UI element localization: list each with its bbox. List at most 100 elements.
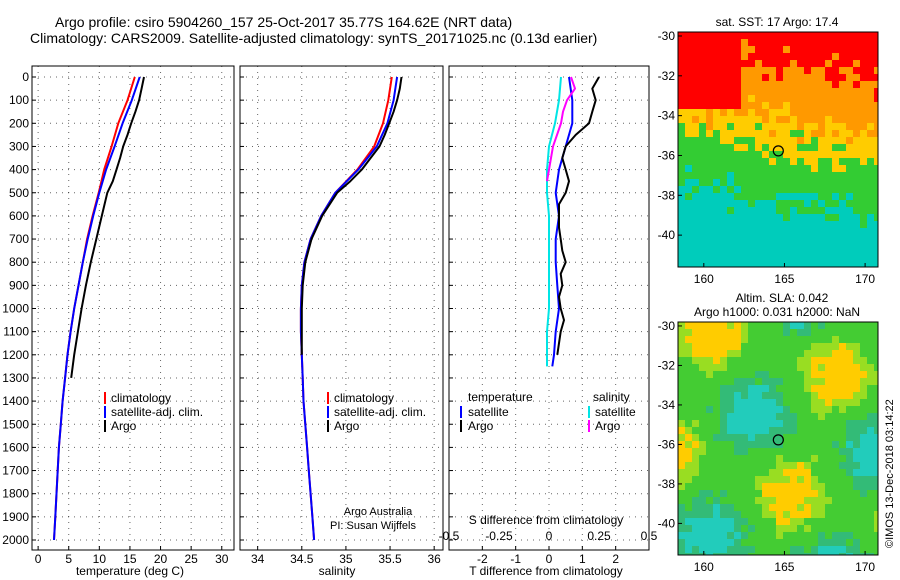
map-cell [734, 32, 741, 39]
map-cell [755, 32, 762, 39]
map-cell [713, 476, 720, 483]
map-cell [769, 81, 776, 88]
map-cell [741, 193, 748, 200]
map-cell [755, 343, 762, 350]
map-cell [839, 172, 846, 179]
map-cell [867, 109, 874, 116]
map-cell [776, 109, 783, 116]
map-cell [797, 165, 804, 172]
legend-temp-argo-label: Argo [468, 419, 494, 433]
map-cell [713, 399, 720, 406]
map-cell [699, 350, 706, 357]
map-cell [797, 434, 804, 441]
map-cell [839, 263, 846, 267]
map-cell [846, 329, 853, 336]
map-cell [783, 137, 790, 144]
map-cell [706, 413, 713, 420]
map-cell [699, 525, 706, 532]
map-y-tick-label: -40 [658, 228, 676, 242]
y-tick-label: 100 [9, 93, 29, 107]
map-cell [720, 455, 727, 462]
map-cell [853, 109, 860, 116]
map-cell [867, 165, 874, 172]
map-cell [874, 413, 878, 420]
map-cell [811, 46, 818, 53]
map-cell [832, 151, 839, 158]
map-cell [867, 448, 874, 455]
map-cell [741, 399, 748, 406]
map-cell [818, 172, 825, 179]
map-cell [818, 406, 825, 413]
map-cell [832, 490, 839, 497]
map-cell [804, 329, 811, 336]
map-cell [720, 46, 727, 53]
map-cell [741, 343, 748, 350]
map-cell [832, 158, 839, 165]
map-cell [797, 214, 804, 221]
map-cell [846, 399, 853, 406]
map-cell [755, 39, 762, 46]
map-cell [720, 371, 727, 378]
map-cell [818, 123, 825, 130]
map-cell [741, 385, 748, 392]
map-cell [846, 420, 853, 427]
map-x-tick-label: 165 [774, 272, 794, 286]
map-cell [860, 172, 867, 179]
map-cell [874, 434, 878, 441]
map-cell [818, 102, 825, 109]
map-cell [818, 130, 825, 137]
map-cell [853, 158, 860, 165]
map-cell [825, 130, 832, 137]
map-cell [678, 151, 685, 158]
map-cell [874, 207, 878, 214]
map-cell [846, 228, 853, 235]
map-cell [867, 144, 874, 151]
map-cell [853, 448, 860, 455]
map-cell [804, 67, 811, 74]
map-cell [783, 420, 790, 427]
map-cell [727, 74, 734, 81]
map-cell [860, 151, 867, 158]
map-cell [734, 95, 741, 102]
map-cell [706, 371, 713, 378]
map-cell [804, 109, 811, 116]
map-cell [776, 476, 783, 483]
map-cell [776, 235, 783, 242]
map-cell [776, 350, 783, 357]
map-cell [797, 46, 804, 53]
map-cell [748, 413, 755, 420]
map-cell [748, 165, 755, 172]
map-cell [867, 130, 874, 137]
map-cell [797, 88, 804, 95]
map-cell [678, 123, 685, 130]
map-cell [685, 116, 692, 123]
map-cell [748, 193, 755, 200]
map-cell [860, 434, 867, 441]
map-cell [762, 378, 769, 385]
map-cell [727, 95, 734, 102]
map-cell [685, 539, 692, 546]
map-cell [790, 102, 797, 109]
map-cell [818, 39, 825, 46]
map-cell [685, 413, 692, 420]
map-cell [741, 441, 748, 448]
map-cell [853, 504, 860, 511]
map-cell [790, 539, 797, 546]
map-cell [797, 249, 804, 256]
map-cell [867, 228, 874, 235]
map-cell [804, 518, 811, 525]
map-cell [776, 256, 783, 263]
map-cell [727, 476, 734, 483]
map-cell [846, 144, 853, 151]
map-cell [776, 539, 783, 546]
map-cell [755, 81, 762, 88]
map-cell [804, 483, 811, 490]
map-cell [860, 525, 867, 532]
map-cell [867, 88, 874, 95]
map-cell [783, 67, 790, 74]
map-cell [839, 228, 846, 235]
map-cell [860, 46, 867, 53]
map-cell [699, 81, 706, 88]
map-cell [832, 242, 839, 249]
map-cell [713, 179, 720, 186]
